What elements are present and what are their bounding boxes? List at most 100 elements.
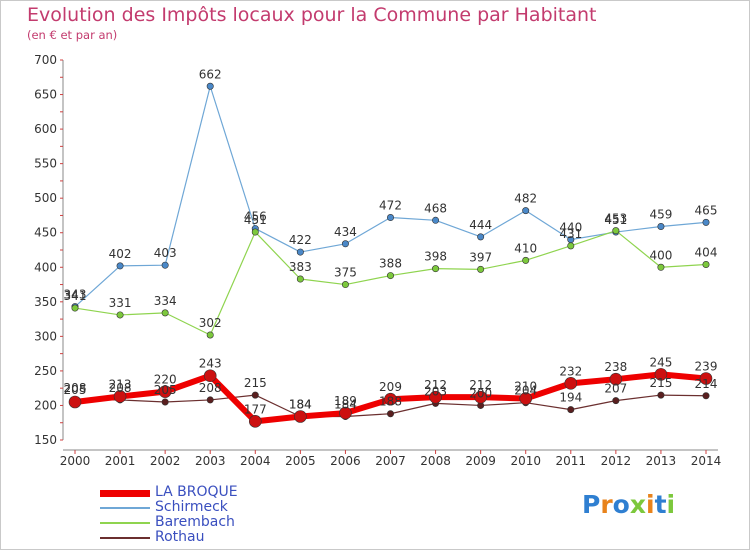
y-tick-label: 450 (34, 226, 57, 240)
data-label: 213 (109, 377, 132, 391)
data-label: 214 (695, 377, 718, 391)
data-point (116, 311, 124, 319)
data-point (567, 242, 575, 250)
data-label: 212 (424, 378, 447, 392)
data-point (294, 410, 307, 423)
data-label: 208 (109, 381, 132, 395)
data-label: 400 (649, 248, 672, 262)
legend-item: Schirmeck (100, 499, 300, 516)
legend-item: Barembach (100, 514, 300, 531)
x-tick-label: 2002 (150, 454, 181, 468)
chart-subtitle: (en € et par an) (27, 28, 118, 42)
x-tick-label: 2003 (195, 454, 226, 468)
data-label: 398 (424, 250, 447, 264)
y-tick-label: 150 (34, 433, 57, 447)
data-label: 662 (199, 67, 222, 81)
data-point (432, 216, 440, 224)
data-label: 331 (109, 296, 132, 310)
data-point (113, 390, 127, 403)
legend-item: LA BROQUE (100, 484, 300, 501)
legend-label: Schirmeck (155, 499, 228, 515)
data-label: 302 (199, 316, 222, 330)
chart-title: Evolution des Impôts locaux pour la Comm… (27, 4, 597, 26)
data-label: 472 (379, 199, 402, 213)
data-point (341, 281, 349, 289)
y-tick-label: 350 (34, 295, 57, 309)
data-label: 205 (154, 383, 177, 397)
data-label: 440 (559, 221, 582, 235)
data-label: 189 (334, 394, 357, 408)
data-label: 215 (244, 376, 267, 390)
data-point (206, 331, 214, 339)
data-point (702, 261, 710, 269)
x-tick-label: 2006 (330, 454, 361, 468)
data-point (474, 390, 487, 404)
data-label: 431 (559, 227, 582, 241)
data-label: 403 (154, 246, 177, 260)
y-tick-label: 700 (34, 53, 57, 67)
legend-label: Barembach (155, 514, 235, 530)
data-label: 210 (514, 380, 537, 394)
data-label: 184 (289, 398, 312, 412)
data-point (699, 372, 713, 385)
data-point (477, 265, 485, 273)
data-point (567, 406, 575, 414)
data-label: 177 (244, 402, 267, 416)
data-point (609, 372, 623, 386)
y-tick-label: 300 (34, 329, 57, 343)
x-tick-label: 2010 (510, 454, 541, 468)
x-tick-label: 2012 (601, 454, 632, 468)
legend-label: Rothau (155, 529, 205, 545)
data-point (206, 82, 214, 90)
data-label: 451 (244, 213, 267, 227)
data-point (203, 369, 217, 383)
data-point (654, 368, 668, 381)
data-label: 207 (604, 382, 627, 396)
data-point (657, 391, 665, 399)
legend-swatch (100, 489, 150, 497)
data-label: 200 (469, 386, 492, 400)
data-point (341, 240, 349, 248)
legend-item: Rothau (100, 529, 300, 546)
proxiti-logo: Proxiti (582, 490, 676, 519)
data-point (161, 398, 169, 406)
data-point (161, 261, 169, 269)
data-label: 456 (244, 210, 267, 224)
data-label: 410 (514, 241, 537, 255)
data-label: 453 (604, 212, 627, 226)
data-label: 184 (289, 398, 312, 412)
data-point (477, 233, 485, 241)
data-label: 404 (695, 246, 718, 260)
data-label: 434 (334, 225, 357, 239)
data-point (296, 275, 304, 283)
y-tick-label: 250 (34, 364, 57, 378)
data-point (296, 248, 304, 256)
x-tick-label: 2014 (691, 454, 722, 468)
line-chart: 150 200 250 300 350 400 450 500 550 600 650 700 2000… (34, 53, 722, 468)
data-point (161, 309, 169, 317)
data-point (248, 415, 262, 428)
data-label: 209 (379, 380, 402, 394)
data-label: 204 (514, 384, 537, 398)
x-tick-label: 2005 (285, 454, 316, 468)
data-point (564, 377, 578, 390)
y-tick-label: 550 (34, 157, 57, 171)
data-label: 205 (64, 383, 87, 397)
data-label: 203 (424, 384, 447, 398)
legend-label: LA BROQUE (155, 484, 238, 500)
data-label: 188 (379, 395, 402, 409)
legend-swatch (100, 522, 150, 524)
data-point (251, 228, 259, 236)
y-tick-label: 600 (34, 122, 57, 136)
data-label: 194 (559, 391, 582, 405)
data-label: 334 (154, 294, 177, 308)
x-tick-label: 2000 (60, 454, 91, 468)
x-tick-label: 2004 (240, 454, 271, 468)
data-label: 422 (289, 233, 312, 247)
data-point (429, 390, 442, 404)
data-label: 184 (334, 398, 357, 412)
data-point (251, 391, 259, 399)
data-point (339, 406, 352, 420)
data-label: 388 (379, 257, 402, 271)
data-point (657, 263, 665, 271)
